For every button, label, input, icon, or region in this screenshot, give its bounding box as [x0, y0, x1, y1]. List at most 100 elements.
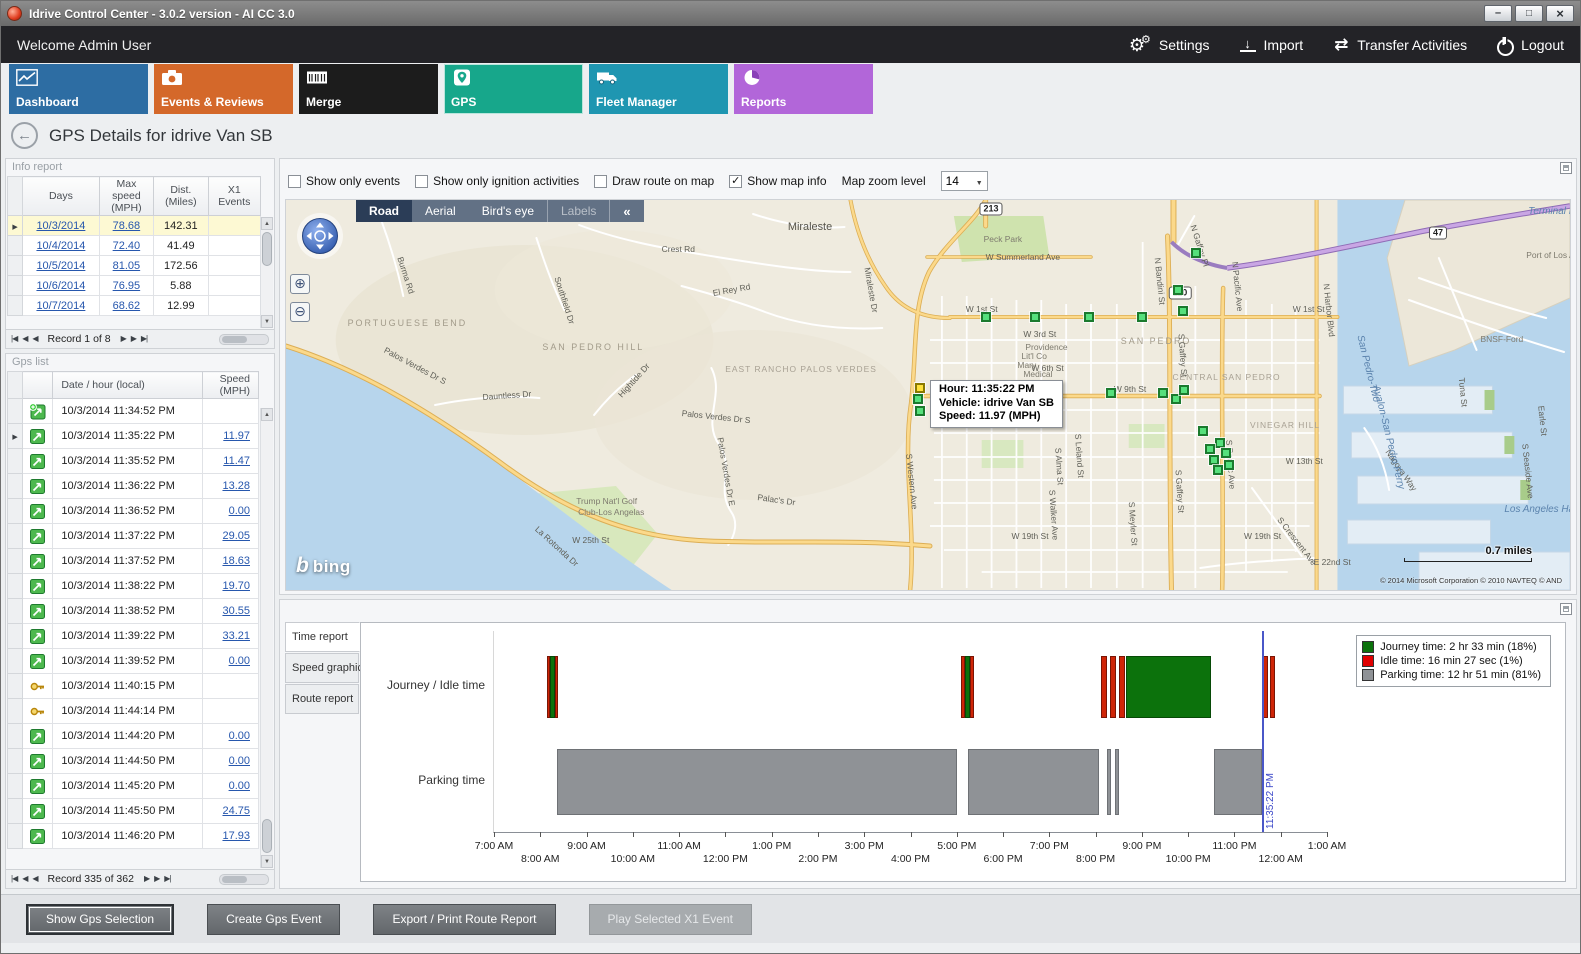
gps-marker[interactable]	[1171, 394, 1181, 404]
gps-list-row[interactable]: 10/3/2014 11:46:20 PM 17.93	[6, 823, 260, 849]
scrollbar-thumb[interactable]	[262, 232, 272, 266]
nav-tile-events-reviews[interactable]: Events & Reviews	[154, 64, 293, 114]
map-zoom-select[interactable]: 14	[940, 171, 988, 191]
import-button[interactable]: Import	[1239, 37, 1303, 53]
nav-next-page-icon[interactable]	[154, 875, 159, 883]
max-speed-link[interactable]: 76.95	[112, 279, 141, 292]
nav-tile-reports[interactable]: Reports	[734, 64, 873, 114]
gps-marker[interactable]	[1209, 455, 1219, 465]
gps-marker[interactable]	[1158, 388, 1168, 398]
gps-list-row[interactable]: 10/3/2014 11:39:22 PM 33.21	[6, 623, 260, 649]
nav-first-icon[interactable]	[11, 875, 17, 883]
speed-link[interactable]: 30.55	[222, 605, 250, 617]
gps-marker[interactable]	[1106, 388, 1116, 398]
chart-collapse-icon[interactable]	[1560, 603, 1572, 615]
gps-list-row[interactable]: 10/3/2014 11:38:22 PM 19.70	[6, 573, 260, 599]
create-gps-event-button[interactable]: Create Gps Event	[207, 903, 341, 935]
gps-list-scrollbar[interactable]	[260, 408, 273, 868]
chart-tab-speed-graphic[interactable]: Speed graphic	[285, 653, 363, 683]
maximize-button[interactable]	[1515, 5, 1543, 22]
logout-button[interactable]: Logout	[1497, 37, 1564, 56]
info-column-header[interactable]: Max speed (MPH)	[98, 176, 155, 216]
speed-link[interactable]: 19.70	[222, 580, 250, 592]
gps-marker[interactable]	[1191, 248, 1201, 258]
info-report-scrollbar[interactable]	[260, 217, 273, 328]
gps-marker[interactable]	[1213, 465, 1223, 475]
max-speed-link[interactable]: 68.62	[112, 299, 141, 312]
day-link[interactable]: 10/7/2014	[36, 299, 86, 312]
gps-marker[interactable]	[1173, 285, 1183, 295]
info-report-row[interactable]: 10/6/2014 76.95 5.88	[6, 275, 262, 296]
gps-marker[interactable]	[915, 406, 925, 416]
gps-list-row[interactable]: 10/3/2014 11:35:52 PM 11.47	[6, 448, 260, 474]
map-collapse-icon[interactable]	[1560, 162, 1572, 174]
chart-tab-time-report[interactable]: Time report	[285, 622, 360, 652]
gps-column-header[interactable]: Speed (MPH)	[201, 371, 260, 399]
speed-link[interactable]: 0.00	[228, 655, 250, 667]
nav-tile-fleet-manager[interactable]: Fleet Manager	[589, 64, 728, 114]
speed-link[interactable]: 17.93	[222, 830, 250, 842]
gps-marker[interactable]	[1224, 460, 1234, 470]
speed-link[interactable]: 18.63	[222, 555, 250, 567]
day-link[interactable]: 10/5/2014	[36, 259, 86, 272]
back-button[interactable]	[11, 122, 38, 149]
speed-link[interactable]: 11.97	[223, 430, 250, 442]
gps-marker[interactable]	[1179, 385, 1189, 395]
scroll-down-icon[interactable]	[261, 855, 273, 868]
nav-tile-merge[interactable]: Merge	[299, 64, 438, 114]
nav-last-icon[interactable]	[164, 875, 170, 883]
minimize-button[interactable]	[1484, 5, 1512, 22]
gps-marker[interactable]	[1221, 448, 1231, 458]
gps-list-row[interactable]: 10/3/2014 11:44:20 PM 0.00	[6, 723, 260, 749]
speed-link[interactable]: 29.05	[222, 530, 250, 542]
nav-prev-page-icon[interactable]	[22, 875, 27, 883]
gps-list-row[interactable]: 10/3/2014 11:36:22 PM 13.28	[6, 473, 260, 499]
map-zoom-in-button[interactable]	[290, 274, 310, 294]
scroll-down-icon[interactable]	[261, 315, 273, 328]
speed-link[interactable]: 24.75	[222, 805, 250, 817]
info-column-header[interactable]: X1 Events	[207, 176, 262, 216]
gps-marker[interactable]	[1030, 312, 1040, 322]
gps-marker[interactable]	[1084, 312, 1094, 322]
bing-map[interactable]: Miraleste Peck Park W Summerland Ave Crest …	[285, 199, 1571, 591]
map-pan-control[interactable]	[296, 212, 344, 260]
nav-tile-dashboard[interactable]: Dashboard	[9, 64, 148, 114]
info-report-row[interactable]: 10/7/2014 68.62 12.99	[6, 295, 262, 316]
map-canvas[interactable]: Miraleste Peck Park W Summerland Ave Crest …	[286, 200, 1570, 590]
nav-last-icon[interactable]	[141, 335, 147, 343]
gps-list-row[interactable]: 10/3/2014 11:39:52 PM 0.00	[6, 648, 260, 674]
map-option-show-only-ignition-activities[interactable]: Show only ignition activities	[415, 174, 579, 188]
max-speed-link[interactable]: 72.40	[112, 239, 141, 252]
gps-marker[interactable]	[1178, 306, 1188, 316]
gps-list-row[interactable]: 10/3/2014 11:34:52 PM	[6, 398, 260, 424]
scroll-up-icon[interactable]	[261, 408, 273, 421]
day-link[interactable]: 10/4/2014	[36, 239, 86, 252]
nav-next-icon[interactable]	[121, 335, 126, 343]
info-column-header[interactable]: Dist. (Miles)	[153, 176, 209, 216]
export-print-route-report-button[interactable]: Export / Print Route Report	[373, 903, 556, 935]
play-selected-x1-event-button[interactable]: Play Selected X1 Event	[588, 903, 752, 935]
horizontal-scrollbar[interactable]	[219, 873, 269, 885]
info-report-row[interactable]: 10/3/2014 78.68 142.31	[6, 215, 262, 236]
speed-link[interactable]: 0.00	[228, 780, 250, 792]
nav-tile-gps[interactable]: GPS	[444, 64, 583, 114]
gps-list-row[interactable]: 10/3/2014 11:40:15 PM	[6, 673, 260, 699]
speed-link[interactable]: 13.28	[222, 480, 250, 492]
speed-link[interactable]: 0.00	[228, 755, 250, 767]
nav-next-page-icon[interactable]	[131, 335, 136, 343]
show-gps-selection-button[interactable]: Show Gps Selection	[26, 903, 175, 935]
map-option-show-map-info[interactable]: Show map info	[729, 174, 827, 188]
selected-gps-marker[interactable]	[915, 383, 925, 393]
speed-link[interactable]: 0.00	[228, 730, 250, 742]
gps-marker[interactable]	[1205, 444, 1215, 454]
speed-link[interactable]: 33.21	[222, 630, 250, 642]
max-speed-link[interactable]: 78.68	[112, 219, 141, 232]
map-view-tab-labels[interactable]: Labels	[547, 200, 611, 222]
max-speed-link[interactable]: 81.05	[112, 259, 141, 272]
gps-column-header[interactable]: Date / hour (local)	[52, 371, 203, 399]
nav-prev-page-icon[interactable]	[22, 335, 27, 343]
map-view-tab-bird-s-eye[interactable]: Bird's eye	[481, 204, 534, 218]
info-report-row[interactable]: 10/5/2014 81.05 172.56	[6, 255, 262, 276]
map-view-tab-aerial[interactable]: Aerial	[425, 204, 456, 218]
gps-list-row[interactable]: 10/3/2014 11:37:52 PM 18.63	[6, 548, 260, 574]
